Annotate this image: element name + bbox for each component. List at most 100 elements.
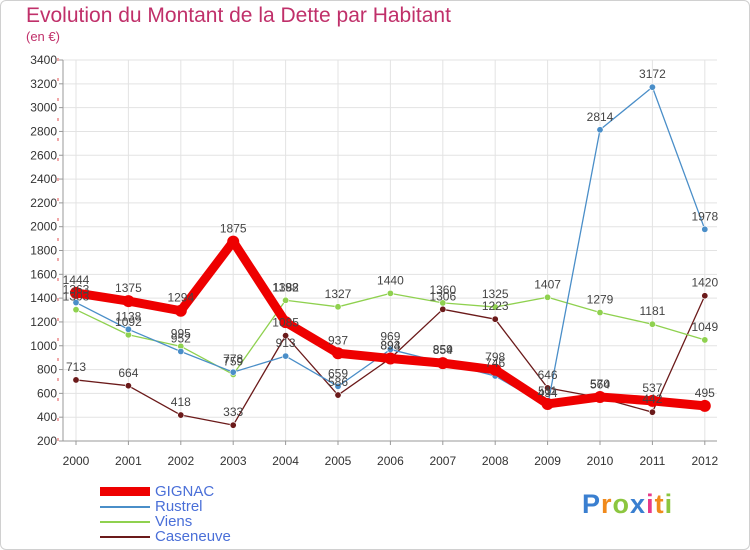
data-label-viens-2005: 1327 [325, 287, 352, 301]
point-viens-2012 [701, 336, 709, 344]
legend-swatch-gignac [100, 487, 150, 496]
y-tick-label-200: 200 [37, 434, 57, 448]
data-label-rustrel-2002: 952 [171, 331, 191, 345]
point-rustrel-2004 [282, 352, 290, 360]
x-tick-label-2005: 2005 [325, 454, 352, 468]
point-rustrel-2001 [124, 325, 132, 333]
y-tick-label-2600: 2600 [30, 148, 57, 162]
axis-layer: 200 400 600 800 1000 1200 1400 1600 1800 2000 2200… [30, 53, 718, 468]
chart-title: Evolution du Montant de la Dette par Hab… [26, 4, 451, 27]
logo-letter-x: x [630, 489, 647, 519]
point-viens-2000 [72, 306, 80, 314]
legend-swatch-viens [100, 520, 150, 523]
data-label-layer: 1444 1375 1294 1875 1198 937 893 854 798 511 570 53… [63, 67, 719, 419]
data-label-viens-2007: 1360 [429, 283, 456, 297]
data-label-caseneuve-2006: 894 [380, 338, 400, 352]
data-label-viens-2010: 1279 [587, 293, 614, 307]
legend-label-gignac: GIGNAC [155, 483, 215, 500]
legend-label-rustrel: Rustrel [155, 498, 203, 515]
proxiti-logo: Proxiti [582, 489, 673, 520]
data-label-caseneuve-2007: 1306 [429, 289, 456, 303]
point-caseneuve-2007 [439, 305, 447, 313]
data-label-viens-2002: 995 [171, 326, 191, 340]
data-label-rustrel-2010: 2814 [587, 110, 614, 124]
data-label-gignac-2007: 854 [433, 343, 453, 357]
y-tick-label-600: 600 [37, 386, 57, 400]
data-label-gignac-2001: 1375 [115, 281, 142, 295]
x-tick-label-2002: 2002 [167, 454, 194, 468]
y-tick-label-1600: 1600 [30, 267, 57, 281]
data-label-caseneuve-2004: 1085 [272, 316, 299, 330]
chart-subtitle: (en €) [26, 29, 60, 44]
legend-label-viens: Viens [155, 513, 193, 530]
y-tick-label-1200: 1200 [30, 315, 57, 329]
y-tick-label-800: 800 [37, 363, 57, 377]
data-label-viens-2001: 1092 [115, 315, 142, 329]
series-layer [70, 83, 711, 429]
y-tick-label-400: 400 [37, 410, 57, 424]
point-gignac-2005 [332, 347, 344, 360]
data-label-viens-2012: 1049 [691, 320, 718, 334]
grid-layer [63, 59, 717, 442]
logo-letter-r: r [601, 489, 613, 519]
point-viens-2004 [282, 296, 290, 304]
data-label-rustrel-2004: 913 [276, 336, 296, 350]
x-tick-label-2008: 2008 [482, 454, 509, 468]
point-gignac-2012 [698, 399, 711, 412]
point-caseneuve-2004 [282, 332, 290, 340]
data-label-caseneuve-2002: 418 [171, 395, 191, 409]
legend-item-viens[interactable]: Viens [100, 514, 231, 529]
legend: GIGNAC Rustrel Viens Caseneuve [100, 484, 231, 544]
point-viens-2006 [386, 289, 394, 297]
data-label-gignac-2005: 937 [328, 333, 348, 347]
point-gignac-2011 [646, 394, 659, 407]
y-tick-label-3400: 3400 [30, 53, 57, 67]
x-tick-label-2000: 2000 [63, 454, 90, 468]
data-label-viens-2003: 759 [223, 354, 243, 368]
data-label-caseneuve-2012: 1420 [691, 276, 718, 290]
point-caseneuve-2002 [177, 411, 185, 419]
point-gignac-2006 [384, 352, 397, 365]
data-label-viens-2004: 1198 [273, 280, 299, 294]
data-label-viens-2004: 1382 [272, 280, 299, 294]
logo-letter-t: t [654, 489, 665, 519]
point-gignac-2007 [436, 357, 449, 370]
data-label-caseneuve-2009: 646 [538, 368, 558, 382]
data-label-viens-2011: 1181 [639, 304, 665, 318]
data-label-rustrel-2011: 3172 [639, 67, 666, 81]
logo-letter-i2: i [664, 489, 674, 519]
data-label-rustrel-2006: 969 [380, 329, 400, 343]
point-gignac-2003 [227, 235, 240, 248]
point-caseneuve-2008 [491, 315, 499, 323]
data-label-rustrel-2001: 1138 [115, 309, 141, 323]
x-tick-label-2010: 2010 [587, 454, 614, 468]
point-viens-2011 [648, 320, 656, 328]
x-tick-label-2004: 2004 [272, 454, 299, 468]
point-gignac-2010 [594, 390, 606, 403]
point-caseneuve-2012 [701, 292, 709, 300]
point-rustrel-2011 [648, 83, 656, 91]
point-rustrel-2002 [177, 347, 185, 355]
legend-item-rustrel[interactable]: Rustrel [100, 499, 231, 514]
legend-item-caseneuve[interactable]: Caseneuve [100, 529, 231, 544]
point-viens-2009 [544, 293, 552, 301]
data-label-rustrel-2008: 746 [485, 356, 505, 370]
data-label-caseneuve-2003: 333 [223, 405, 243, 419]
data-label-viens-2000: 1303 [63, 290, 90, 304]
data-label-caseneuve-2011: 442 [642, 392, 662, 406]
point-caseneuve-2005 [334, 391, 342, 399]
data-label-rustrel-2000: 1363 [63, 283, 90, 297]
data-label-gignac-2011: 537 [642, 381, 662, 395]
point-caseneuve-2001 [124, 382, 132, 390]
data-label-caseneuve-2000: 713 [66, 360, 86, 374]
data-label-viens-2008: 1325 [482, 287, 509, 301]
data-label-gignac-2009: 511 [538, 384, 557, 398]
legend-item-gignac[interactable]: GIGNAC [100, 484, 231, 499]
point-viens-2010 [596, 309, 604, 317]
x-tick-label-2007: 2007 [429, 454, 456, 468]
point-rustrel-2000 [72, 299, 80, 307]
point-rustrel-2005 [334, 382, 342, 390]
y-tick-label-2400: 2400 [30, 172, 57, 186]
